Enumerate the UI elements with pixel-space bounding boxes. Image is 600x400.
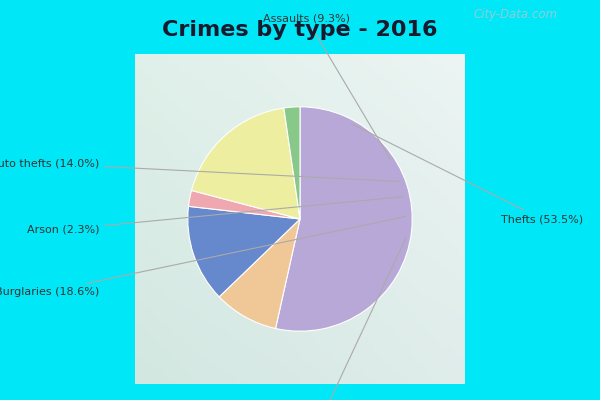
Text: Crimes by type - 2016: Crimes by type - 2016: [162, 20, 438, 40]
Wedge shape: [191, 108, 300, 219]
Text: Burglaries (18.6%): Burglaries (18.6%): [0, 216, 406, 297]
Wedge shape: [188, 190, 300, 219]
Wedge shape: [188, 206, 300, 297]
Text: Assaults (9.3%): Assaults (9.3%): [263, 14, 391, 160]
Text: Arson (2.3%): Arson (2.3%): [27, 197, 403, 234]
Text: Thefts (53.5%): Thefts (53.5%): [351, 124, 583, 224]
Text: Auto thefts (14.0%): Auto thefts (14.0%): [0, 158, 399, 182]
Text: City-Data.com: City-Data.com: [473, 8, 557, 21]
Wedge shape: [284, 107, 300, 219]
Text: Rapes (2.3%): Rapes (2.3%): [283, 238, 406, 400]
Wedge shape: [219, 219, 300, 328]
Wedge shape: [275, 107, 412, 331]
